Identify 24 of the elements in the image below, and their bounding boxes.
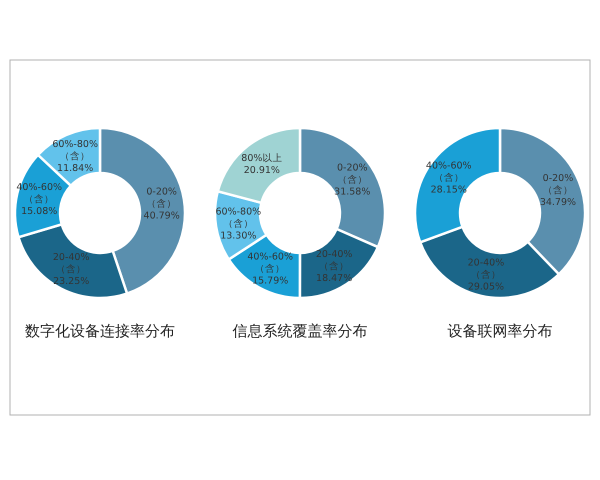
text: 设备联网率分布 (448, 322, 552, 340)
data-label: 40.79% (144, 210, 180, 222)
data-label: 18.47% (316, 272, 352, 284)
data-label: 20.91% (244, 165, 280, 176)
data-label: 31.58% (334, 186, 370, 198)
slice-label: 80%以上 (241, 152, 282, 164)
data-label: 28.15% (430, 184, 467, 196)
data-label: 34.79% (540, 197, 576, 208)
slice-label: 20-40%（含） (52, 252, 90, 275)
data-label: 23.25% (53, 276, 90, 287)
data-label: 15.08% (21, 206, 58, 218)
slice-label: 0-20%（含） (146, 186, 177, 210)
data-label: 29.05% (468, 281, 504, 292)
slice-label: 0-20%（含） (336, 162, 368, 186)
slice-label: 20-40%（含） (316, 248, 352, 272)
data-label: 15.79% (252, 275, 288, 286)
text: 数字化设备连接率分布 (25, 322, 175, 340)
data-label: 13.30% (220, 230, 256, 242)
slice-label: 40%-60%（含） (247, 251, 294, 274)
slice-label: 0-20%（含） (542, 173, 574, 196)
slice-label: 60%-80%（含） (52, 139, 98, 162)
data-label: 11.84% (57, 163, 94, 174)
slice-label: 20-40%（含） (468, 257, 504, 280)
text: 信息系统覆盖率分布 (232, 322, 368, 340)
